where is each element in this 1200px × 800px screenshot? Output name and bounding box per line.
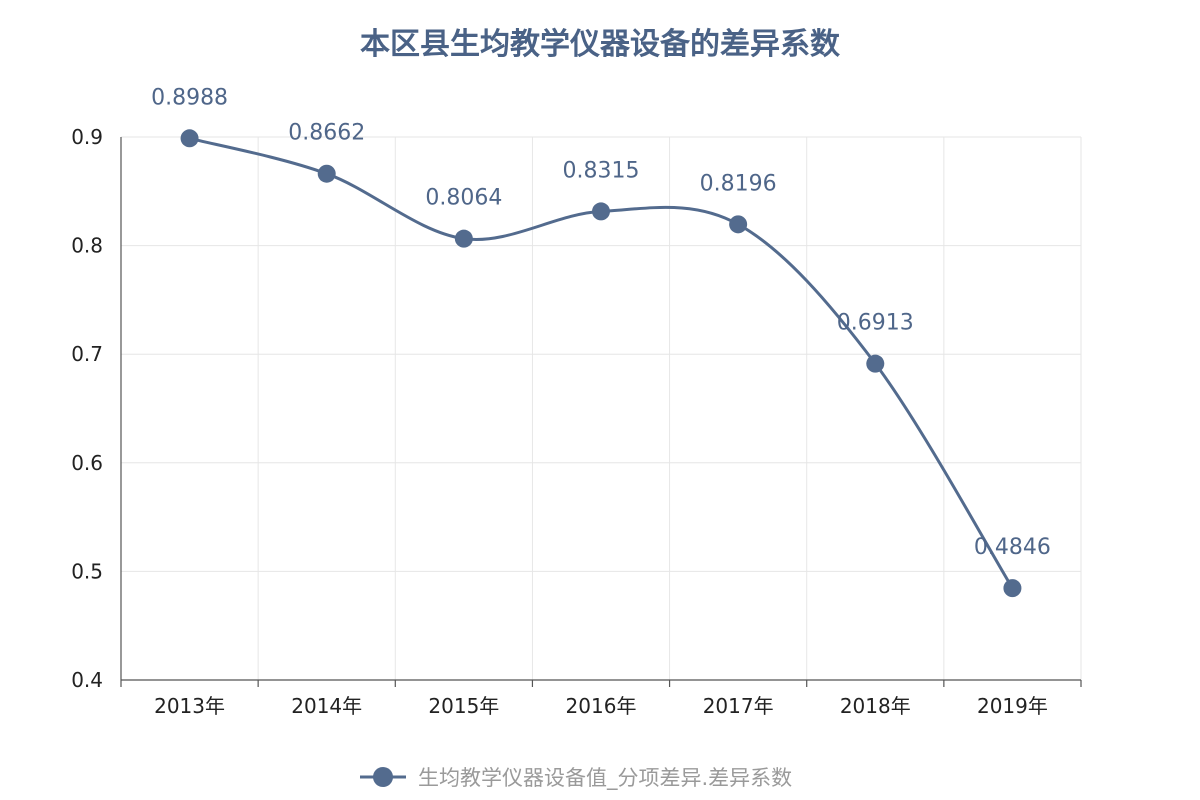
series-lines (189, 136, 1014, 589)
x-tick-label: 2018年 (840, 694, 911, 718)
data-point[interactable] (592, 202, 610, 221)
data-label: 0.8662 (288, 121, 365, 146)
data-labels: 0.8988 0.8662 0.8064 0.8315 0.8196 0.6913 0.48… (151, 85, 1051, 560)
y-tick-label: 0.7 (71, 342, 103, 366)
x-tick-label: 2017年 (703, 694, 774, 718)
y-tick-label: 0.5 (71, 559, 103, 583)
legend-label[interactable]: 生均教学仪器设备值_分项差异.差异系数 (418, 766, 792, 791)
data-point[interactable] (866, 354, 885, 373)
data-point[interactable] (454, 229, 473, 248)
data-label: 0.4846 (974, 535, 1051, 560)
axes: 0.4 0.5 0.6 0.7 0.8 0.9 2013年 2014年 2015年 2016年 20… (71, 125, 1082, 718)
legend[interactable]: 生均教学仪器设备值_分项差异.差异系数 (360, 766, 792, 791)
data-point[interactable] (729, 215, 748, 234)
grid (121, 136, 1082, 680)
data-label: 0.8196 (700, 171, 777, 196)
x-tick-label: 2014年 (291, 694, 362, 718)
data-label: 0.8315 (563, 158, 640, 183)
data-label: 0.8988 (151, 85, 228, 110)
chart-title: 本区县生均教学仪器设备的差异系数 (360, 27, 841, 62)
x-tick-label: 2016年 (566, 694, 637, 718)
series-line (189, 136, 1014, 589)
data-point[interactable] (1003, 579, 1022, 598)
series-points (180, 129, 1022, 598)
data-label: 0.8064 (425, 186, 502, 211)
data-label: 0.6913 (837, 311, 914, 336)
y-tick-label: 0.4 (71, 668, 103, 692)
x-tick-label: 2015年 (428, 694, 499, 718)
data-point[interactable] (180, 129, 199, 148)
y-tick-label: 0.9 (71, 125, 103, 149)
y-tick-label: 0.6 (71, 451, 103, 475)
x-tick-label: 2013年 (154, 694, 225, 718)
x-tick-label: 2019年 (977, 694, 1048, 718)
data-point[interactable] (317, 164, 336, 183)
legend-marker (373, 767, 393, 787)
y-tick-label: 0.8 (71, 234, 103, 258)
